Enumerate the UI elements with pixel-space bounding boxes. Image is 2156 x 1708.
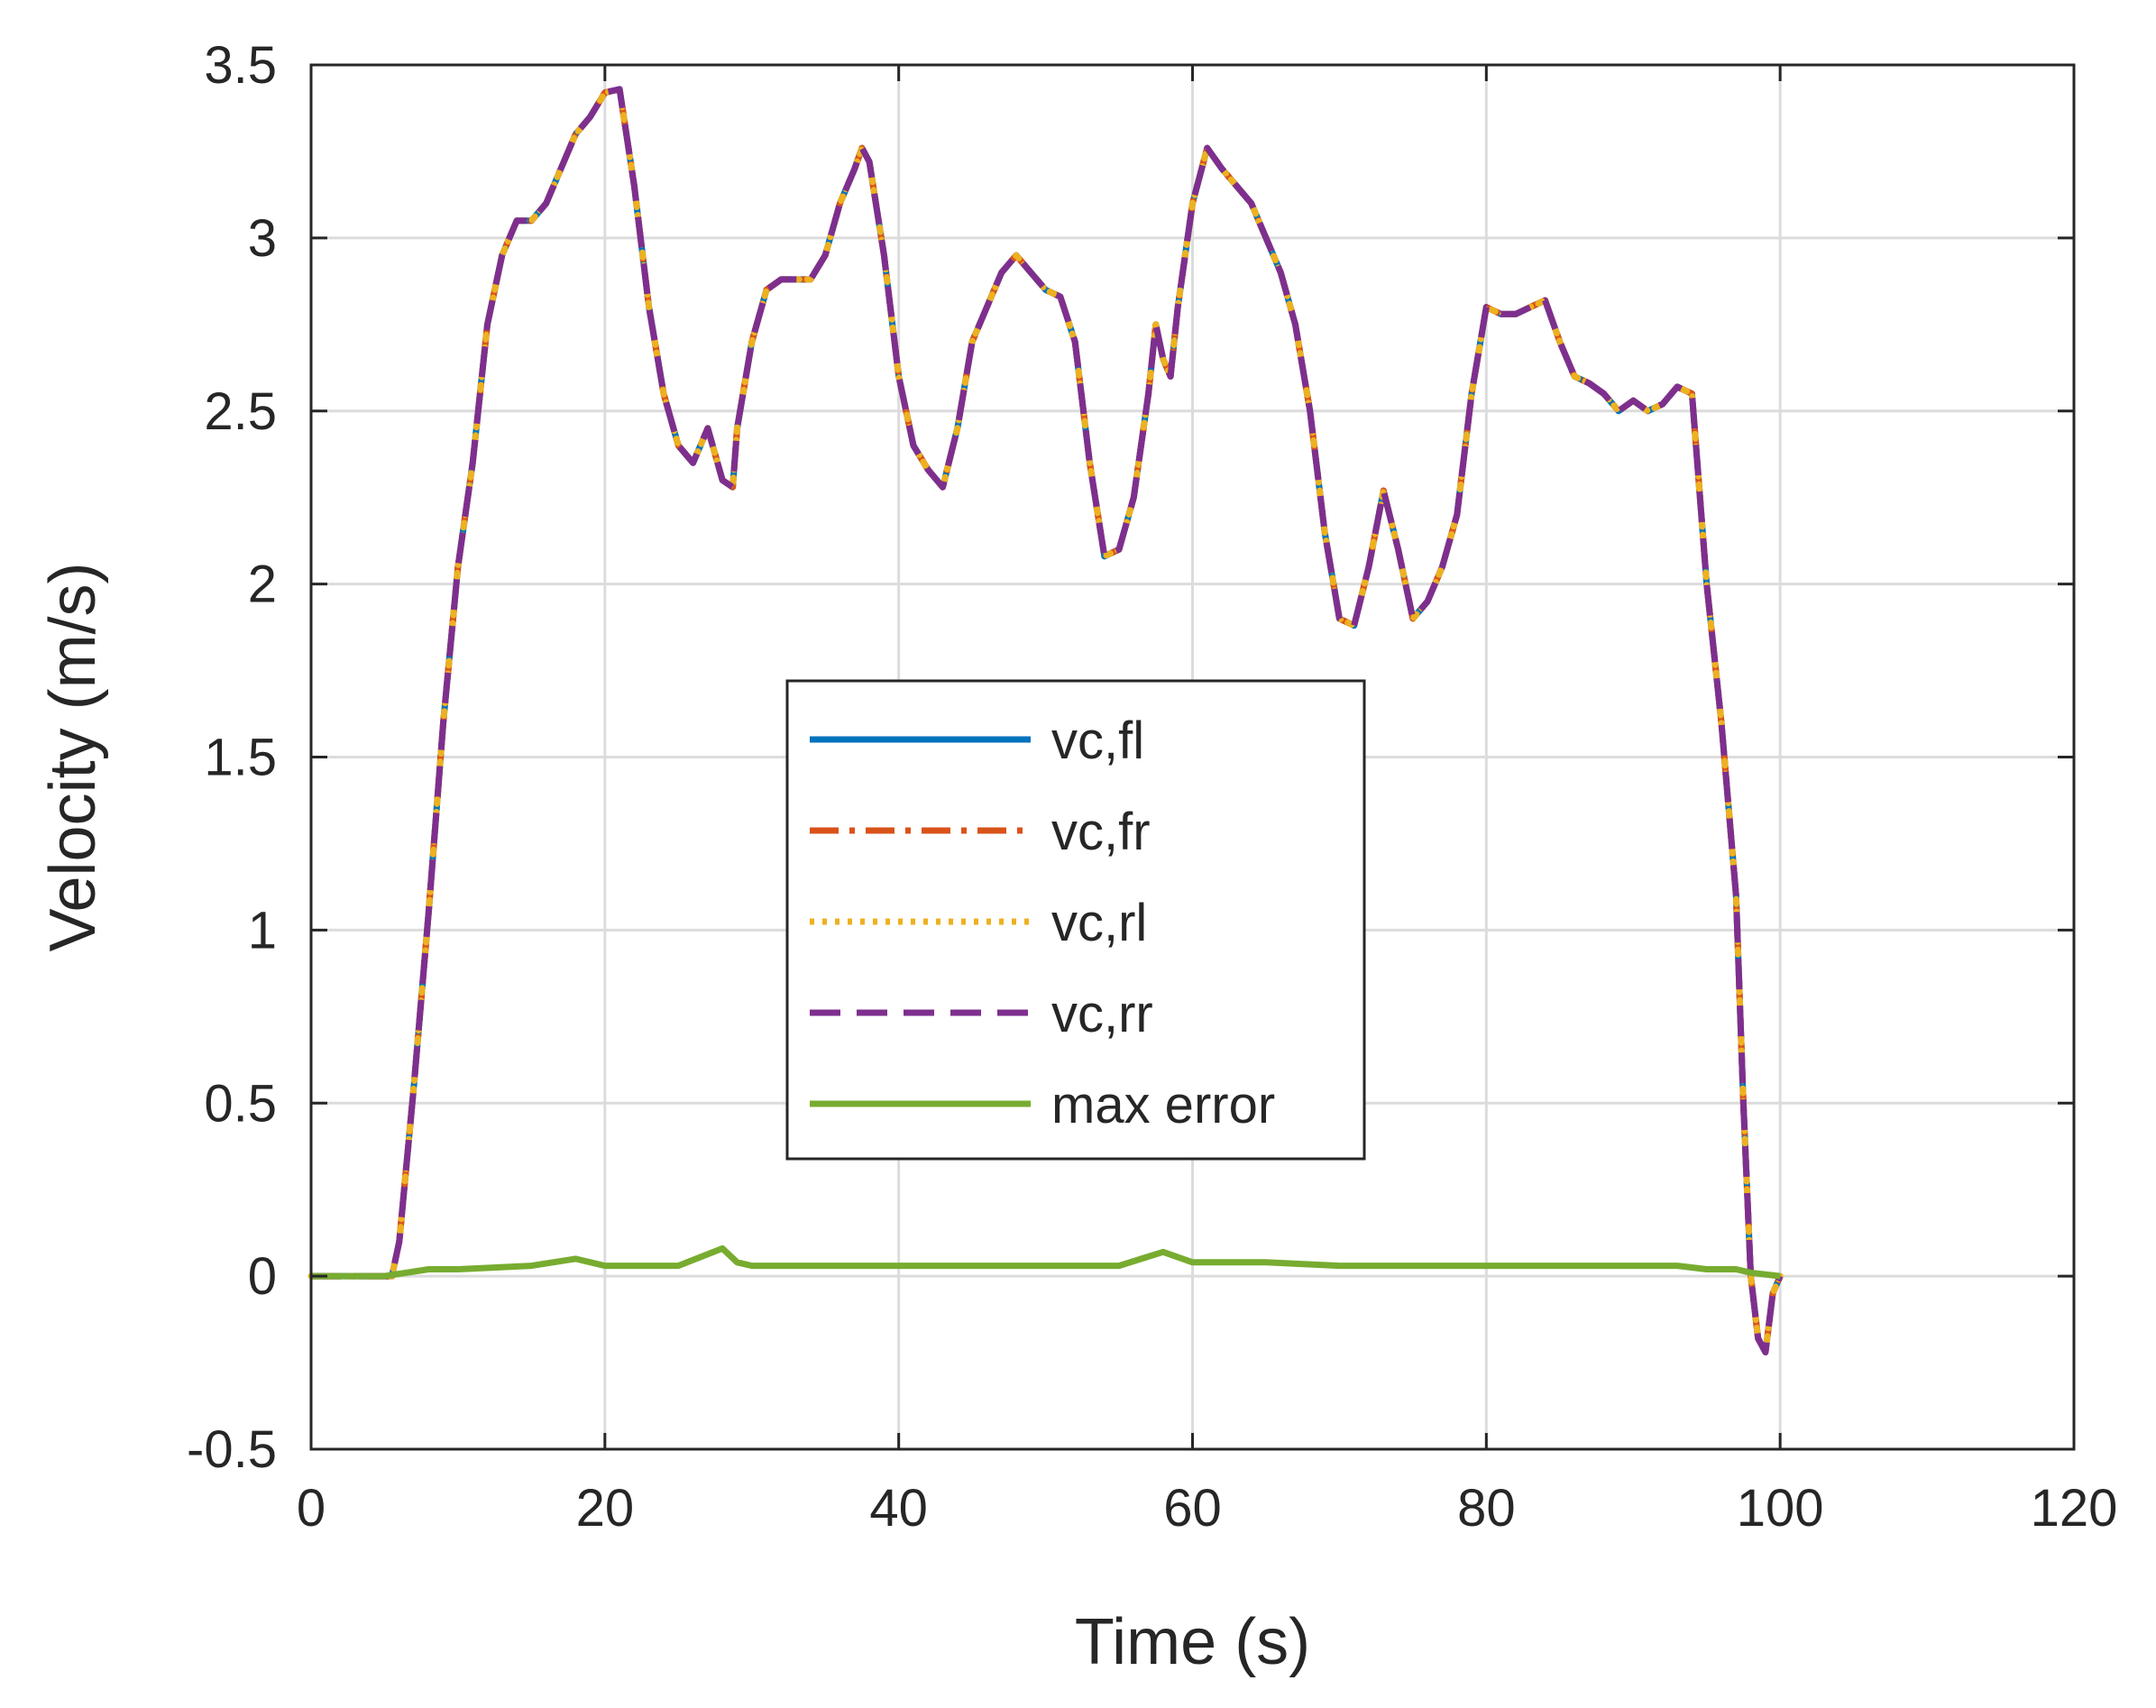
y-tick-label: 3.5: [204, 36, 277, 95]
y-tick-label: 0.5: [204, 1074, 277, 1133]
x-tick-label: 20: [576, 1479, 635, 1538]
x-tick-label: 120: [2031, 1479, 2118, 1538]
legend-label: vc,fl: [1051, 712, 1144, 770]
legend-label: vc,rl: [1051, 894, 1147, 952]
series-layer: [307, 86, 1784, 1355]
x-tick-label: 40: [869, 1479, 928, 1538]
y-tick-label: 1: [248, 901, 277, 960]
series-line-vc-rr: [311, 86, 1784, 1355]
y-tick-label: 2.5: [204, 382, 277, 441]
legend-items: vc,fl vc,fr vc,rl vc,rr max error: [810, 712, 1275, 1134]
y-tick-label: -0.5: [187, 1420, 277, 1479]
y-tick-label: 2: [248, 556, 277, 614]
y-tick-label: 3: [248, 209, 277, 268]
series-line-max-error: [311, 1244, 1781, 1280]
legend-label: vc,fr: [1051, 803, 1151, 861]
x-tick-label: 60: [1163, 1479, 1222, 1538]
x-tick-label: 100: [1737, 1479, 1824, 1538]
y-tick-label: 1.5: [204, 729, 277, 787]
y-tick-label: 0: [248, 1247, 277, 1306]
x-tick-label: 80: [1457, 1479, 1516, 1538]
x-axis-title: Time (s): [1075, 1606, 1310, 1678]
ticks: 0 20 40 60 80 100 120 -0.5 0 0.5 1 1.5 2 2.5 3 3.5: [187, 36, 2117, 1538]
legend-label: max error: [1051, 1076, 1275, 1134]
x-tick-label: 0: [297, 1479, 326, 1538]
legend-box: [785, 679, 1366, 1161]
y-axis-title: Velocity (m/s): [37, 562, 109, 951]
legend-label: vc,rr: [1051, 985, 1153, 1043]
legend: vc,fl vc,fr vc,rl vc,rr max error: [785, 679, 1366, 1161]
